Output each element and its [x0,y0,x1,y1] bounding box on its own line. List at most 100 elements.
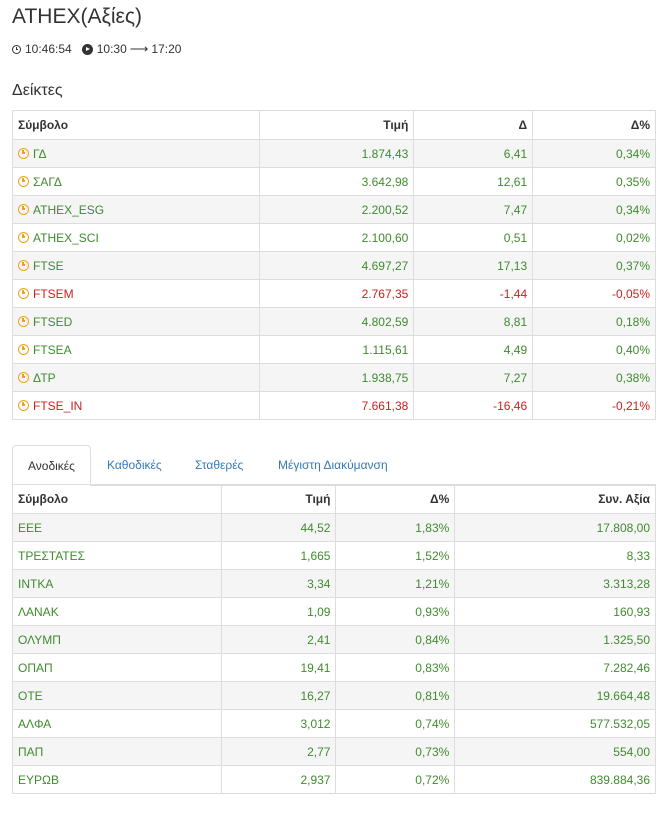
stock-total-value: 7.282,46 [454,653,656,682]
alarm-clock-icon [18,399,29,411]
column-header-price[interactable]: Τιμή [220,484,337,514]
stock-row[interactable]: ΟΤΕ 16,27 0,81% 19.664,48 [12,681,656,710]
stock-row[interactable]: ΟΛΥΜΠ 2,41 0,84% 1.325,50 [12,625,656,654]
column-header-price[interactable]: Τιμή [258,110,415,140]
index-row[interactable]: ΔΤΡ 1.938,75 7,27 0,38% [12,363,656,392]
stock-price: 44,52 [220,513,337,542]
tab-losers[interactable]: Καθοδικές [107,458,162,472]
index-row[interactable]: FTSEM 2.767,35 -1,44 -0,05% [12,279,656,308]
index-change: 4,49 [413,335,534,364]
index-change: 17,13 [413,251,534,280]
stock-symbol[interactable]: ΙΝΤΚΑ [12,569,222,598]
column-header-change-pct[interactable]: Δ% [335,484,456,514]
tab-gainers[interactable]: Ανοδικές [12,445,91,486]
index-symbol[interactable]: ATHEX_ESG [33,202,105,217]
index-symbol-cell[interactable]: FTSED [12,307,260,336]
stock-price: 2,41 [220,625,337,654]
stock-symbol[interactable]: ΑΛΦΑ [12,709,222,738]
column-header-symbol[interactable]: Σύμβολο [12,110,260,140]
index-row[interactable]: ΓΔ 1.874,43 6,41 0,34% [12,139,656,168]
index-change: 8,81 [413,307,534,336]
index-symbol-cell[interactable]: FTSE [12,251,260,280]
index-symbol[interactable]: FTSEA [33,342,72,357]
index-symbol-cell[interactable]: ATHEX_ESG [12,195,260,224]
index-symbol-cell[interactable]: ΔΤΡ [12,363,260,392]
stock-change-pct: 0,84% [335,625,456,654]
index-price: 2.767,35 [258,279,415,308]
session-end-time: 17:20 [151,42,182,56]
index-row[interactable]: ΣΑΓΔ 3.642,98 12,61 0,35% [12,167,656,196]
stock-row[interactable]: ΤΡΕΣΤΑΤΕΣ 1,665 1,52% 8,33 [12,541,656,570]
tab-max-range[interactable]: Μέγιστη Διακύμανση [278,458,388,472]
index-row[interactable]: FTSED 4.802,59 8,81 0,18% [12,307,656,336]
index-symbol[interactable]: ΔΤΡ [33,370,56,385]
index-symbol[interactable]: FTSEM [33,286,74,301]
index-price: 1.874,43 [258,139,415,168]
index-change-pct: -0,05% [532,279,656,308]
index-symbol[interactable]: ΓΔ [33,146,47,161]
index-price: 3.642,98 [258,167,415,196]
alarm-clock-icon [18,259,29,271]
index-price: 2.100,60 [258,223,415,252]
index-symbol-cell[interactable]: FTSEM [12,279,260,308]
index-symbol[interactable]: FTSE [33,258,64,273]
stock-row[interactable]: ΟΠΑΠ 19,41 0,83% 7.282,46 [12,653,656,682]
stock-symbol[interactable]: ΕΕΕ [12,513,222,542]
stock-total-value: 8,33 [454,541,656,570]
stock-symbol[interactable]: ΕΥΡΩΒ [12,765,222,794]
stock-symbol[interactable]: ΛΑΝΑΚ [12,597,222,626]
column-header-total-value[interactable]: Συν. Αξία [454,484,656,514]
stock-symbol[interactable]: ΟΛΥΜΠ [12,625,222,654]
stock-total-value: 839.884,36 [454,765,656,794]
stock-row[interactable]: ΕΥΡΩΒ 2,937 0,72% 839.884,36 [12,765,656,794]
index-row[interactable]: ATHEX_ESG 2.200,52 7,47 0,34% [12,195,656,224]
index-symbol[interactable]: ΣΑΓΔ [33,174,62,189]
stock-row[interactable]: ΕΕΕ 44,52 1,83% 17.808,00 [12,513,656,542]
column-header-symbol[interactable]: Σύμβολο [12,484,222,514]
index-price: 4.802,59 [258,307,415,336]
stock-change-pct: 1,21% [335,569,456,598]
index-change: 0,51 [413,223,534,252]
index-price: 1.938,75 [258,363,415,392]
column-header-change-pct[interactable]: Δ% [532,110,656,140]
index-row[interactable]: FTSE 4.697,27 17,13 0,37% [12,251,656,280]
stock-change-pct: 0,74% [335,709,456,738]
index-row[interactable]: ATHEX_SCI 2.100,60 0,51 0,02% [12,223,656,252]
index-symbol-cell[interactable]: ATHEX_SCI [12,223,260,252]
tab-unchanged[interactable]: Σταθερές [195,458,244,472]
index-row[interactable]: FTSE_IN 7.661,38 -16,46 -0,21% [12,391,656,420]
index-change: -1,44 [413,279,534,308]
index-row[interactable]: FTSEA 1.115,61 4,49 0,40% [12,335,656,364]
index-symbol-cell[interactable]: FTSEA [12,335,260,364]
stock-symbol[interactable]: ΤΡΕΣΤΑΤΕΣ [12,541,222,570]
stock-total-value: 19.664,48 [454,681,656,710]
indices-section-title: Δείκτες [12,82,63,99]
index-symbol[interactable]: FTSE_IN [33,398,83,413]
stock-change-pct: 0,83% [335,653,456,682]
stock-symbol[interactable]: ΟΠΑΠ [12,653,222,682]
stock-row[interactable]: ΛΑΝΑΚ 1,09 0,93% 160,93 [12,597,656,626]
stock-row[interactable]: ΠΑΠ 2,77 0,73% 554,00 [12,737,656,766]
column-header-change[interactable]: Δ [413,110,534,140]
stock-change-pct: 0,81% [335,681,456,710]
stock-symbol[interactable]: ΠΑΠ [12,737,222,766]
stock-row[interactable]: ΑΛΦΑ 3,012 0,74% 577.532,05 [12,709,656,738]
alarm-clock-icon [18,147,29,159]
alarm-clock-icon [18,315,29,327]
index-symbol[interactable]: FTSED [33,314,73,329]
index-symbol-cell[interactable]: ΣΑΓΔ [12,167,260,196]
stock-total-value: 1.325,50 [454,625,656,654]
clock-icon [12,44,21,54]
index-price: 1.115,61 [258,335,415,364]
alarm-clock-icon [18,231,29,243]
stock-row[interactable]: ΙΝΤΚΑ 3,34 1,21% 3.313,28 [12,569,656,598]
stock-price: 1,665 [220,541,337,570]
index-symbol-cell[interactable]: FTSE_IN [12,391,260,420]
index-change-pct: 0,18% [532,307,656,336]
index-symbol[interactable]: ATHEX_SCI [33,230,99,245]
index-symbol-cell[interactable]: ΓΔ [12,139,260,168]
stock-price: 3,012 [220,709,337,738]
stock-change-pct: 0,93% [335,597,456,626]
stock-symbol[interactable]: ΟΤΕ [12,681,222,710]
session-start-time: 10:30 [96,42,127,56]
